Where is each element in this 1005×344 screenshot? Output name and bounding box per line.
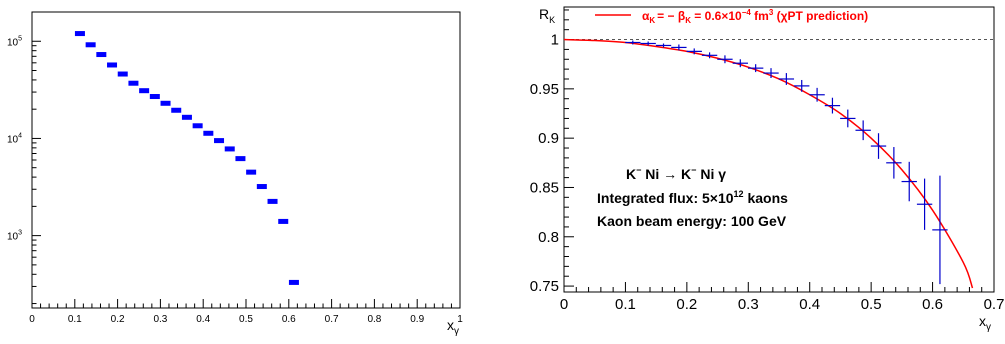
right-data-point bbox=[824, 97, 841, 114]
annotation-flux: Integrated flux: 5×1012 kaons bbox=[597, 189, 788, 206]
right-axis-ticks bbox=[563, 9, 995, 292]
right-data-point bbox=[855, 120, 871, 141]
right-data-point bbox=[655, 43, 672, 48]
left-data-point bbox=[192, 123, 203, 129]
left-data-point bbox=[203, 130, 214, 136]
left-data-point bbox=[139, 88, 150, 94]
left-x-tick-label: 0.7 bbox=[325, 314, 339, 325]
right-data-point bbox=[932, 175, 948, 285]
right-chart: 0 0.1 0.2 0.3 0.4 0.5 0.6 0.7 0.75 0.8 0.85 0.9 0.9… bbox=[530, 6, 1005, 333]
annotation-reaction: K− Ni → K− Ni γ bbox=[626, 165, 726, 182]
right-y-tick-label: 0.8 bbox=[538, 229, 559, 246]
right-data-point bbox=[747, 64, 764, 73]
right-data-point bbox=[794, 79, 810, 92]
left-x-tick-label: 0.3 bbox=[153, 314, 167, 325]
right-x-tick-label: 0.1 bbox=[615, 296, 636, 313]
left-data-point bbox=[74, 31, 85, 37]
left-y-tick-label: 105 bbox=[7, 35, 22, 48]
right-x-tick-label: 0.3 bbox=[738, 296, 759, 313]
right-y-tick-label: 1 bbox=[551, 32, 559, 49]
right-data-point bbox=[625, 40, 641, 45]
right-y-tick-label: 0.95 bbox=[530, 81, 559, 98]
right-x-tick-label: 0.6 bbox=[922, 296, 943, 313]
left-x-tick-label: 0.1 bbox=[68, 314, 82, 325]
left-x-tick-labels: 0 0.1 0.2 0.3 0.4 0.5 0.6 0.7 0.8 0.9 1 bbox=[29, 314, 463, 325]
legend: αK = − βK = 0.6×10−4 fm3 (χPT prediction) bbox=[595, 8, 868, 25]
left-y-tick-label: 104 bbox=[7, 132, 22, 145]
left-y-tick-labels: 103 104 105 bbox=[7, 35, 22, 242]
left-x-tick-label: 0.5 bbox=[239, 314, 253, 325]
right-data-point bbox=[778, 73, 795, 85]
left-x-tick-label: 0.8 bbox=[367, 314, 381, 325]
left-data-point bbox=[256, 184, 267, 190]
right-x-tick-label: 0 bbox=[560, 296, 568, 313]
left-data-points bbox=[74, 31, 299, 285]
left-data-point bbox=[181, 114, 192, 120]
left-x-axis-label: xγ bbox=[447, 317, 459, 337]
left-data-point bbox=[117, 71, 128, 77]
right-data-point bbox=[809, 87, 825, 102]
right-data-point bbox=[671, 44, 687, 51]
right-x-axis-label: xγ bbox=[979, 313, 991, 333]
left-axis-ticks bbox=[31, 11, 461, 308]
left-data-point bbox=[267, 198, 278, 204]
right-x-tick-labels: 0 0.1 0.2 0.3 0.4 0.5 0.6 0.7 bbox=[560, 296, 1005, 313]
left-x-tick-label: 0.2 bbox=[111, 314, 125, 325]
left-y-tick-label: 103 bbox=[7, 230, 22, 243]
right-data-points bbox=[625, 40, 948, 285]
left-x-tick-label: 0.6 bbox=[282, 314, 296, 325]
left-chart: 0 0.1 0.2 0.3 0.4 0.5 0.6 0.7 0.8 0.9 1 103104105 … bbox=[7, 11, 463, 337]
left-data-point bbox=[224, 146, 235, 152]
left-data-point bbox=[96, 52, 107, 58]
left-x-tick-label: 0 bbox=[29, 314, 35, 325]
left-data-point bbox=[214, 138, 225, 144]
left-data-point bbox=[235, 156, 246, 162]
right-data-point bbox=[701, 52, 718, 59]
right-data-point bbox=[640, 41, 656, 46]
left-data-point bbox=[171, 107, 182, 113]
right-data-point bbox=[686, 48, 702, 55]
left-plot-frame bbox=[31, 11, 461, 309]
right-y-axis-label: RK bbox=[539, 6, 555, 25]
right-x-tick-label: 0.7 bbox=[984, 296, 1005, 313]
right-data-point bbox=[886, 147, 902, 179]
legend-text: αK = − βK = 0.6×10−4 fm3 (χPT prediction) bbox=[642, 8, 868, 25]
left-data-point bbox=[107, 62, 118, 68]
annotation-energy: Kaon beam energy: 100 GeV bbox=[597, 213, 787, 229]
right-data-point bbox=[763, 68, 779, 79]
right-y-tick-label: 0.75 bbox=[530, 278, 559, 295]
right-x-tick-label: 0.4 bbox=[799, 296, 820, 313]
left-data-point bbox=[278, 218, 289, 224]
left-data-point bbox=[85, 42, 96, 48]
left-x-tick-label: 0.4 bbox=[196, 314, 210, 325]
right-data-point bbox=[870, 133, 887, 159]
left-data-point bbox=[288, 279, 299, 285]
right-data-point bbox=[901, 161, 917, 202]
right-y-tick-labels: 0.75 0.8 0.85 0.9 0.95 1 bbox=[530, 32, 559, 296]
right-data-point bbox=[916, 178, 933, 230]
left-x-tick-label: 0.9 bbox=[410, 314, 424, 325]
right-data-point bbox=[717, 55, 733, 64]
left-data-point bbox=[128, 80, 139, 86]
left-data-point bbox=[160, 100, 171, 106]
right-plot-frame bbox=[563, 6, 995, 293]
right-x-tick-label: 0.2 bbox=[676, 296, 697, 313]
right-data-point bbox=[732, 59, 748, 68]
left-x-tick-label: 1 bbox=[457, 314, 463, 325]
right-y-tick-label: 0.9 bbox=[538, 130, 559, 147]
right-data-point bbox=[840, 109, 856, 128]
prediction-curve bbox=[563, 38, 974, 289]
left-data-point bbox=[149, 94, 160, 100]
right-y-tick-label: 0.85 bbox=[530, 179, 559, 196]
right-x-tick-label: 0.5 bbox=[861, 296, 882, 313]
left-data-point bbox=[246, 169, 257, 175]
